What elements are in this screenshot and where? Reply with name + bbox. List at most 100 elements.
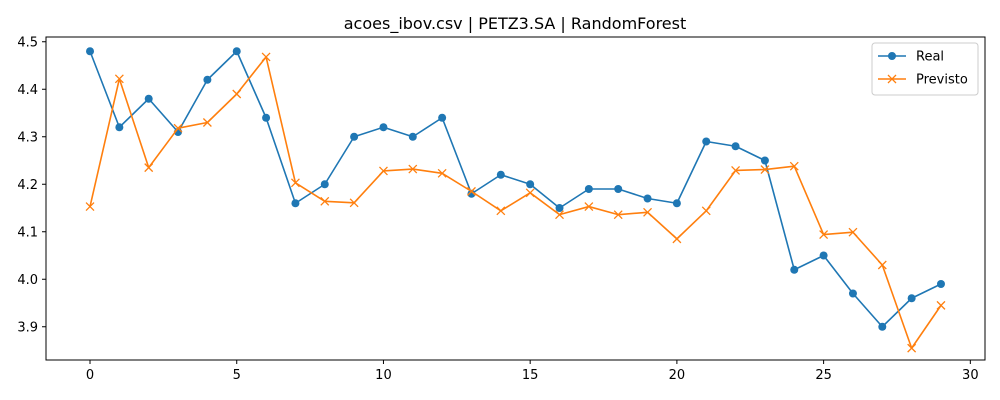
series-previsto: [85, 52, 946, 353]
data-point-previsto: [232, 89, 242, 99]
x-marker-stroke: [877, 260, 887, 270]
data-point-previsto: [261, 52, 271, 62]
series-layer: [85, 47, 946, 353]
x-marker-stroke: [290, 178, 300, 188]
data-point-real: [672, 199, 681, 208]
legend-label: Real: [916, 50, 944, 65]
x-marker-stroke: [672, 234, 682, 244]
data-point-previsto: [378, 166, 388, 176]
data-point-previsto: [789, 161, 799, 171]
data-point-previsto: [643, 207, 653, 217]
x-marker-stroke: [907, 343, 917, 353]
legend: Real Previsto: [871, 42, 979, 96]
y-tick-label: 4.4: [17, 83, 38, 98]
data-point-real: [702, 137, 711, 146]
x-marker-stroke: [701, 206, 711, 216]
plot-frame: [45, 36, 986, 361]
data-point-previsto: [349, 198, 359, 208]
legend-item-previsto: Previsto: [878, 73, 968, 88]
legend-marker: [888, 52, 896, 60]
legend-marker: [887, 74, 897, 84]
x-tick-label: 0: [86, 368, 94, 383]
y-tick-label: 4.1: [17, 225, 38, 240]
data-point-previsto: [525, 188, 535, 198]
data-point-real: [144, 94, 153, 103]
data-point-real: [408, 132, 417, 141]
data-point-previsto: [613, 210, 623, 220]
x-marker-stroke: [202, 118, 212, 127]
x-marker-stroke: [731, 166, 741, 175]
x-marker-stroke: [848, 227, 858, 237]
axes: 0 5 10 15 20 25 30 3.9 4.0 4.1 4.2 4.3 4.4 4.5: [17, 35, 986, 383]
data-point-previsto: [202, 118, 212, 127]
data-point-real: [614, 185, 623, 193]
x-marker-stroke: [232, 89, 242, 99]
x-marker-stroke: [643, 207, 653, 217]
data-point-real: [526, 180, 535, 189]
data-point-real: [115, 123, 124, 132]
y-tick-label: 4.5: [17, 35, 38, 50]
data-point-previsto: [320, 196, 330, 206]
x-marker-stroke: [261, 52, 271, 62]
data-point-previsto: [701, 206, 711, 216]
x-marker-stroke: [467, 186, 476, 196]
x-marker-stroke: [408, 164, 418, 174]
data-point-real: [262, 113, 271, 122]
data-point-previsto: [819, 230, 829, 240]
x-marker-stroke: [85, 202, 95, 212]
x-marker-stroke: [760, 165, 770, 174]
data-point-previsto: [290, 178, 300, 188]
data-point-real: [848, 289, 857, 298]
data-point-previsto: [173, 123, 183, 133]
data-point-previsto: [85, 202, 95, 212]
data-point-real: [379, 123, 388, 132]
y-tick-label: 4.0: [17, 273, 38, 288]
x-marker-stroke: [789, 161, 799, 171]
data-point-real: [731, 142, 740, 151]
x-tick-label: 15: [522, 368, 539, 383]
x-marker-stroke: [437, 168, 447, 178]
x-tick-label: 5: [233, 368, 241, 383]
data-point-previsto: [848, 227, 858, 237]
data-point-real: [936, 280, 945, 288]
x-marker-stroke: [936, 300, 946, 310]
series-line-real: [89, 50, 942, 328]
series-real: [86, 47, 945, 331]
data-point-real: [203, 75, 212, 84]
x-marker-stroke: [496, 206, 506, 216]
data-point-real: [496, 170, 505, 179]
data-point-real: [232, 47, 241, 56]
x-marker-stroke: [114, 74, 124, 84]
x-tick-label: 10: [375, 368, 392, 383]
data-point-real: [320, 180, 329, 189]
data-point-real: [584, 185, 593, 193]
x-marker-stroke: [378, 166, 388, 176]
data-point-real: [878, 322, 887, 331]
data-point-previsto: [907, 343, 917, 353]
data-point-previsto: [114, 74, 124, 84]
data-point-previsto: [555, 210, 564, 220]
y-tick-label: 4.3: [17, 130, 38, 145]
x-marker-stroke: [173, 123, 183, 133]
data-point-real: [555, 204, 564, 212]
data-point-previsto: [408, 164, 418, 174]
data-point-real: [643, 194, 652, 203]
data-point-real: [760, 156, 769, 165]
x-tick-label: 25: [815, 368, 832, 383]
x-marker-stroke: [349, 198, 359, 208]
data-point-real: [291, 199, 300, 208]
data-point-real: [86, 47, 95, 56]
data-point-previsto: [496, 206, 506, 216]
data-point-real: [819, 251, 828, 260]
data-point-previsto: [760, 165, 770, 174]
series-line-previsto: [89, 56, 942, 349]
legend-item-real: Real: [878, 50, 944, 65]
x-marker-stroke: [555, 210, 564, 220]
data-point-real: [790, 265, 799, 274]
y-tick-label: 3.9: [17, 320, 38, 335]
data-point-real: [907, 294, 916, 303]
x-marker-stroke: [584, 202, 594, 212]
legend-label: Previsto: [916, 73, 968, 88]
x-marker-stroke: [613, 210, 623, 220]
